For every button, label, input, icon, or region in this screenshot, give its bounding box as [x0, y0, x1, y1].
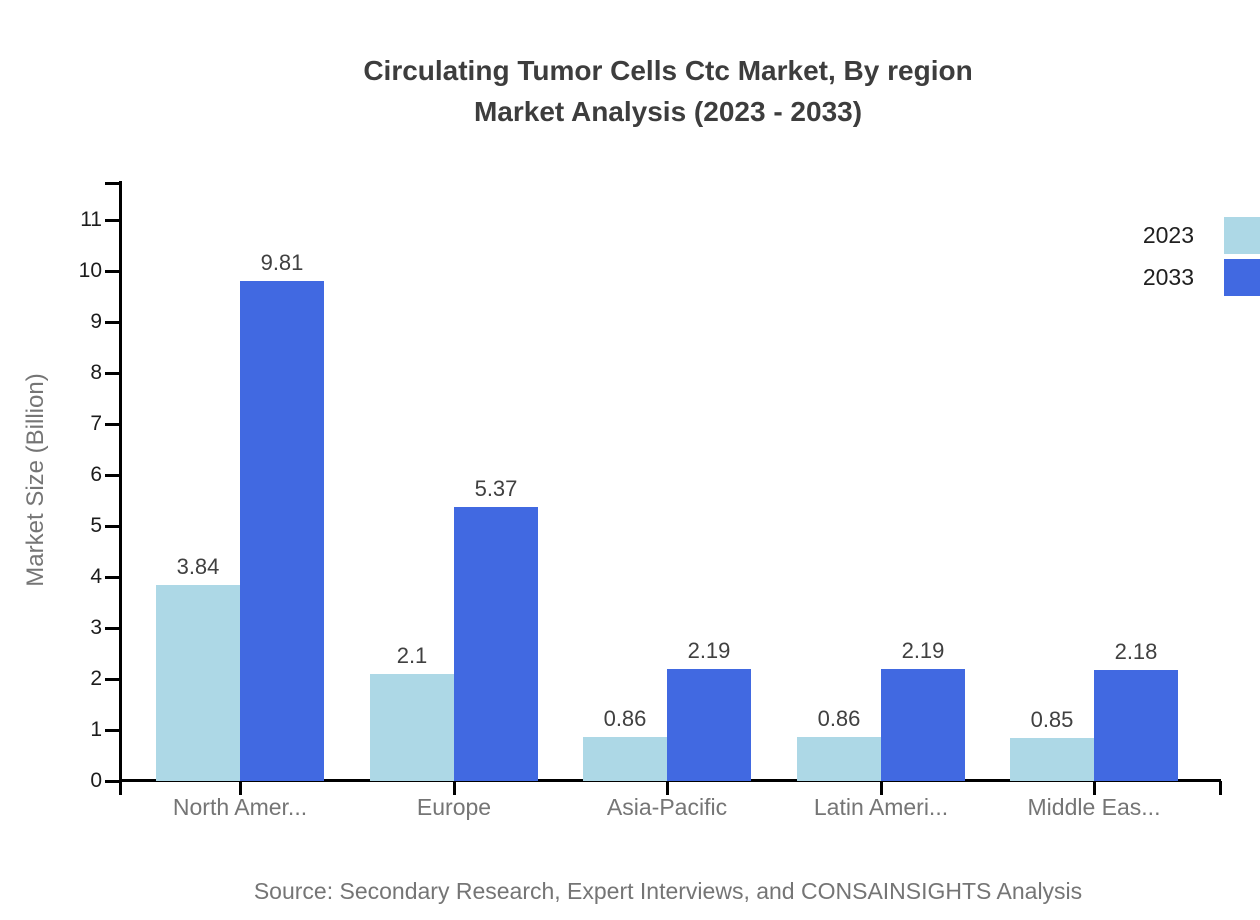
bar-2033-2: [454, 507, 538, 781]
y-axis-tick-label: 4: [90, 565, 102, 588]
bar-2033-3: [667, 669, 751, 781]
legend-label-2023: 2023: [1142, 222, 1194, 248]
y-axis-tick: [105, 729, 120, 732]
bar-value-label-2033-1: 9.81: [260, 250, 304, 275]
legend-label-2033: 2033: [1142, 264, 1194, 290]
bar-value-label-2023-5: 0.85: [1030, 707, 1074, 732]
source-attribution: Source: Secondary Research, Expert Inter…: [253, 878, 1083, 904]
y-axis-title: Market Size (Billion): [22, 373, 49, 587]
x-axis-category-label: Latin Ameri...: [813, 794, 949, 820]
x-axis-category-label: Europe: [416, 794, 492, 820]
x-axis-tick: [453, 781, 456, 795]
y-axis-tick-label: 3: [90, 616, 102, 639]
y-axis-tick: [105, 372, 120, 375]
x-axis-category-label: North Amer...: [172, 794, 308, 820]
x-axis-end-tick: [1219, 781, 1222, 795]
y-axis-tick: [105, 780, 120, 783]
chart-title: Circulating Tumor Cells Ctc Market, By r…: [115, 50, 1221, 132]
y-axis-tick: [105, 270, 120, 273]
y-axis-tick-label: 11: [80, 208, 102, 231]
y-axis-tick-label: 0: [90, 769, 102, 792]
bar-value-label-2023-3: 0.86: [603, 706, 647, 731]
chart-title-line1: Circulating Tumor Cells Ctc Market, By r…: [363, 55, 973, 86]
y-axis-tick: [105, 576, 120, 579]
y-axis-tick: [105, 219, 120, 222]
bar-value-label-2023-2: 2.1: [396, 643, 428, 668]
y-axis-tick: [105, 627, 120, 630]
legend-item-2033: 2033: [1143, 259, 1260, 296]
bar-value-label-2033-4: 2.19: [901, 638, 945, 663]
bar-value-label-2023-1: 3.84: [176, 554, 220, 579]
y-axis-line: [119, 181, 122, 784]
bar-2023-1: [156, 585, 240, 781]
legend: 2023 2033: [1143, 217, 1260, 301]
y-axis-tick-label: 1: [90, 718, 102, 741]
bar-2023-3: [583, 737, 667, 781]
chart-title-line2: Market Analysis (2023 - 2033): [473, 96, 863, 127]
bar-2033-4: [881, 669, 965, 781]
x-axis-tick: [1093, 781, 1096, 795]
bar-2033-5: [1094, 670, 1178, 781]
x-axis-tick: [880, 781, 883, 795]
y-axis-tick-label: 7: [90, 412, 102, 435]
x-axis-tick: [239, 781, 242, 795]
y-axis-tick: [105, 474, 120, 477]
legend-swatch-2023: [1224, 217, 1260, 254]
legend-swatch-2033: [1224, 259, 1260, 296]
y-axis-tick-label: 8: [90, 361, 102, 384]
bar-value-label-2023-4: 0.86: [817, 706, 861, 731]
bar-value-label-2033-3: 2.19: [687, 638, 731, 663]
y-axis-tick-label: 10: [78, 259, 102, 282]
legend-item-2023: 2023: [1143, 217, 1260, 254]
x-axis-category-label: Asia-Pacific: [606, 794, 728, 820]
bar-value-label-2033-5: 2.18: [1114, 639, 1158, 664]
y-axis-tick: [105, 423, 120, 426]
y-axis-tick-label: 6: [90, 463, 102, 486]
x-axis-tick: [666, 781, 669, 795]
bar-2023-5: [1010, 738, 1094, 781]
y-axis-tick: [105, 321, 120, 324]
bar-2033-1: [240, 281, 324, 781]
y-axis-end-tick: [105, 182, 120, 185]
bar-value-label-2033-2: 5.37: [474, 476, 518, 501]
x-axis-start-tick: [119, 781, 122, 795]
y-axis-tick-label: 9: [90, 310, 102, 333]
bar-2023-4: [797, 737, 881, 781]
y-axis-tick: [105, 678, 120, 681]
y-axis-tick-label: 5: [90, 514, 102, 537]
y-axis-tick-label: 2: [90, 667, 102, 690]
x-axis-category-label: Middle Eas...: [1027, 794, 1161, 820]
y-axis-tick: [105, 525, 120, 528]
bar-2023-2: [370, 674, 454, 781]
